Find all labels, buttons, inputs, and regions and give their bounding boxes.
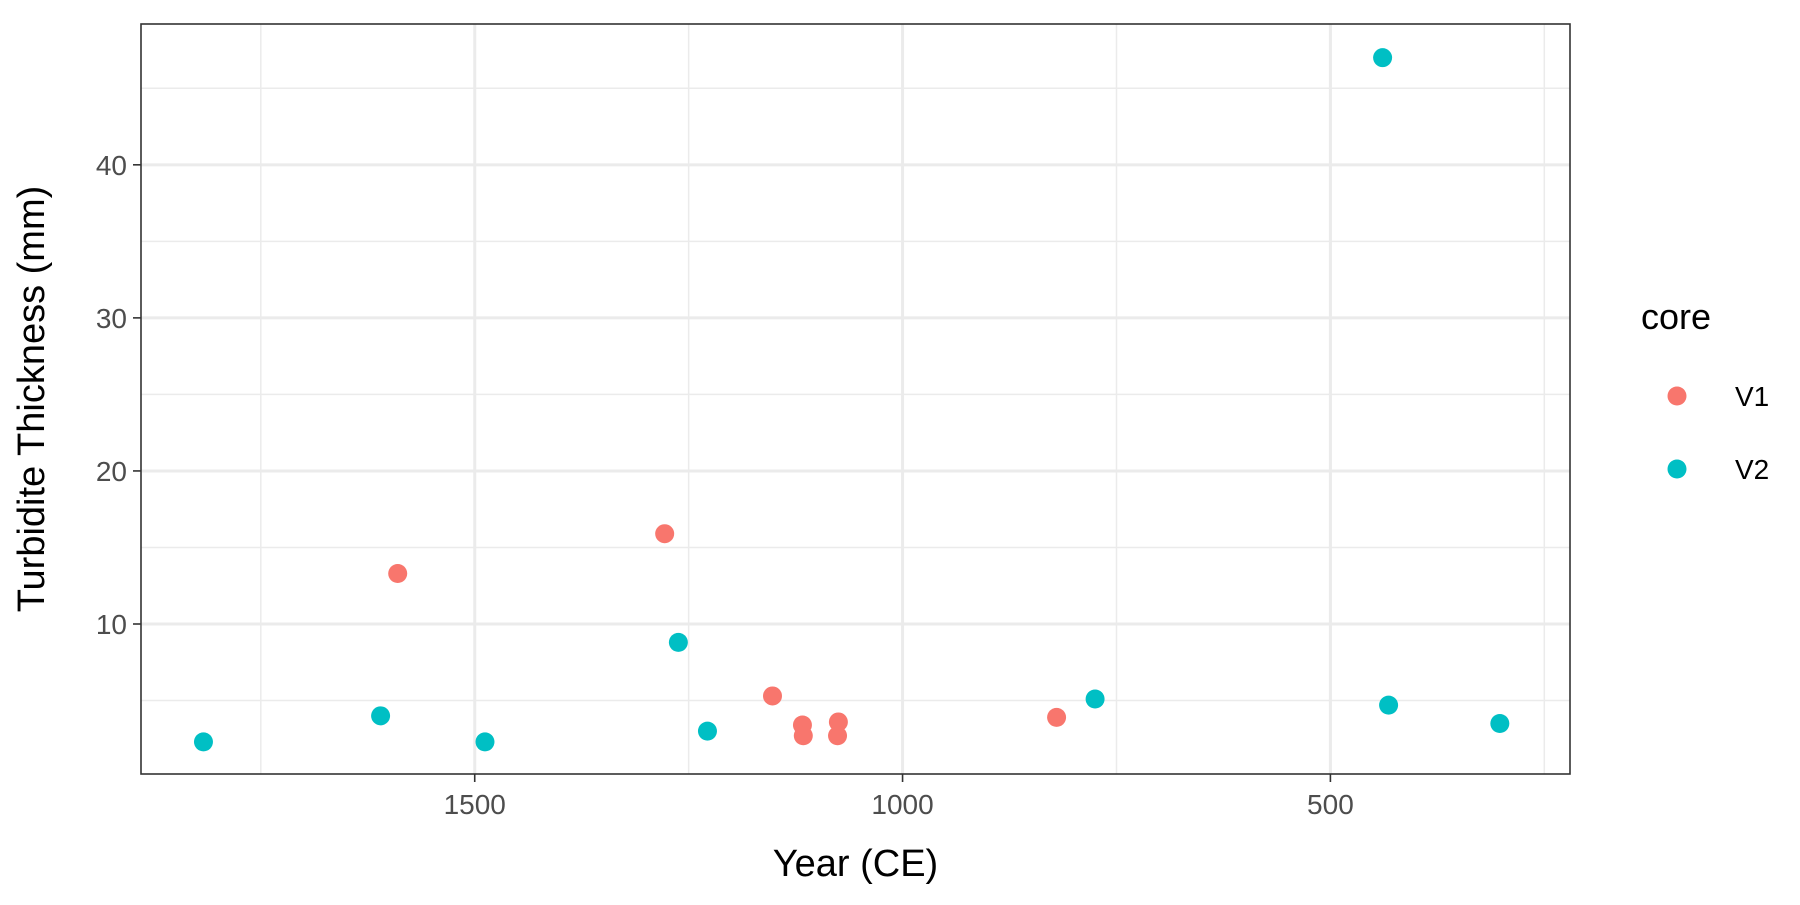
y-tick-label: 20 [96,456,127,487]
data-point-v2 [668,632,688,652]
panel-border [140,23,1571,775]
x-tick-label: 1000 [871,789,933,820]
ticks-layer: 1500 1000 500 10 20 30 40 [96,150,1354,820]
data-point-v2 [371,706,391,726]
x-tick-label: 1500 [444,789,506,820]
legend: core V1 V2 [1641,296,1769,485]
legend-label-v2: V2 [1735,454,1769,485]
data-point-v1 [388,563,408,583]
grid-layer [141,24,1570,774]
data-point-v1 [762,686,782,706]
data-point-v2 [1085,689,1105,709]
x-axis-title: Year (CE) [773,843,938,885]
data-point-v1 [655,524,675,544]
data-point-v2 [697,721,717,741]
legend-label-v1: V1 [1735,381,1769,412]
y-tick-label: 30 [96,303,127,334]
y-tick-label: 40 [96,150,127,181]
y-axis-title: Turbidite Thickness (mm) [11,186,53,613]
data-point-v2 [1373,48,1393,68]
legend-key-v2 [1667,459,1687,479]
legend-title: core [1641,296,1711,337]
legend-items: V1 V2 [1667,381,1769,485]
data-point-v2 [1490,713,1510,733]
y-tick-label: 10 [96,609,127,640]
points-layer [193,48,1510,752]
data-point-v1 [793,726,813,746]
x-tick-label: 500 [1307,789,1354,820]
data-point-v1 [828,712,848,732]
legend-key-v1 [1667,386,1687,406]
data-point-v2 [475,732,495,752]
data-point-v1 [828,726,848,746]
data-point-v2 [193,732,213,752]
data-point-v1 [1047,707,1067,727]
data-point-v2 [1379,695,1399,715]
